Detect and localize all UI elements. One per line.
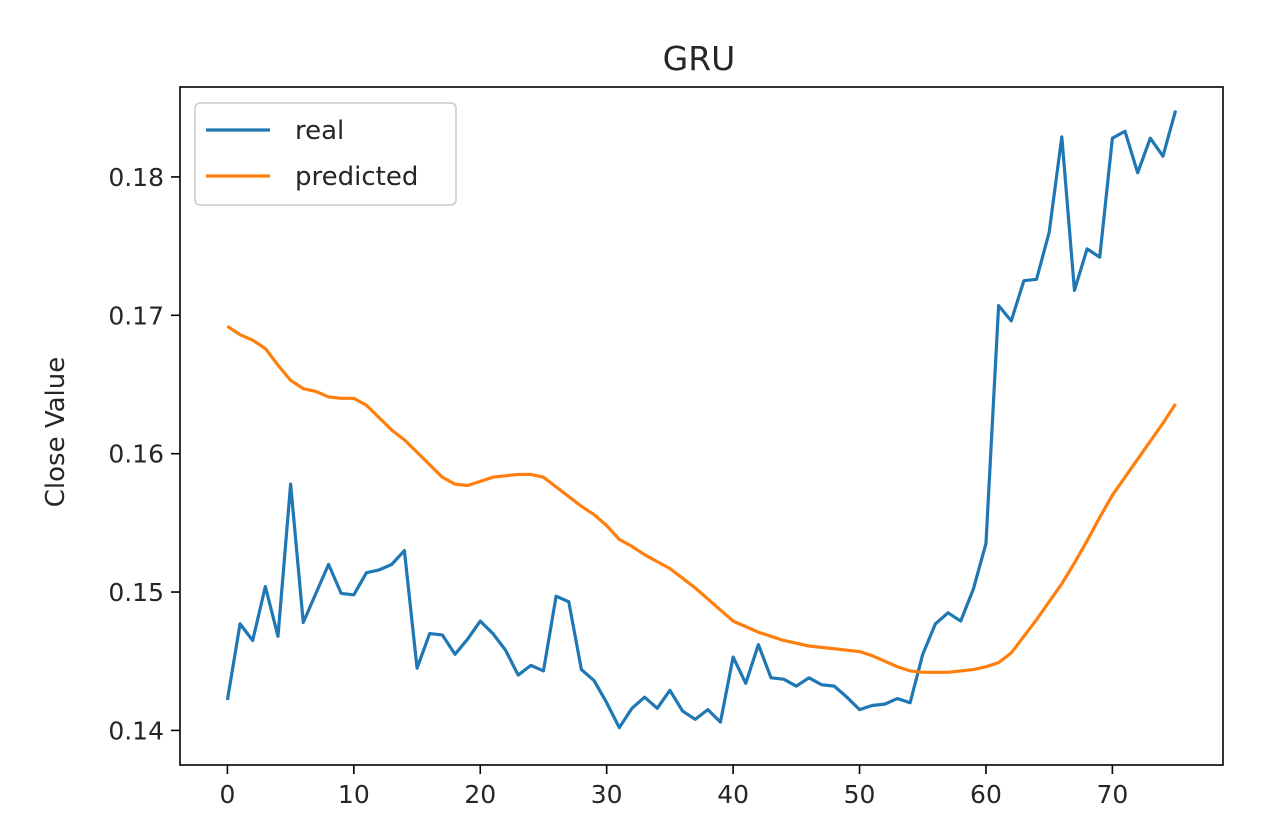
- x-tick-label: 0: [219, 780, 235, 809]
- x-tick-label: 20: [464, 780, 496, 809]
- y-tick-label: 0.16: [108, 440, 164, 469]
- y-tick-label: 0.15: [108, 578, 164, 607]
- plot-area: [225, 110, 1178, 730]
- x-tick-label: 40: [717, 780, 749, 809]
- y-tick-label: 0.14: [108, 716, 164, 745]
- series-line-predicted: [226, 325, 1177, 674]
- legend: real predicted: [194, 102, 457, 206]
- x-tick-label: 70: [1096, 780, 1128, 809]
- y-tick-label: 0.17: [108, 301, 164, 330]
- axes-frame: [179, 86, 1224, 766]
- y-axis-label: Close Value: [41, 357, 71, 508]
- ticks: 0 10 20 30 40 50 60 70 0.14 0.15 0.16 0.17 0.18: [108, 163, 1128, 809]
- legend-label-real: real: [295, 116, 344, 146]
- x-tick-label: 60: [970, 780, 1002, 809]
- x-tick-label: 30: [591, 780, 623, 809]
- y-tick-label: 0.18: [108, 163, 164, 192]
- x-tick-label: 10: [338, 780, 370, 809]
- chart-title: GRU: [663, 39, 736, 78]
- series-line-real: [225, 110, 1178, 730]
- legend-label-predicted: predicted: [295, 162, 418, 192]
- x-tick-label: 50: [844, 780, 876, 809]
